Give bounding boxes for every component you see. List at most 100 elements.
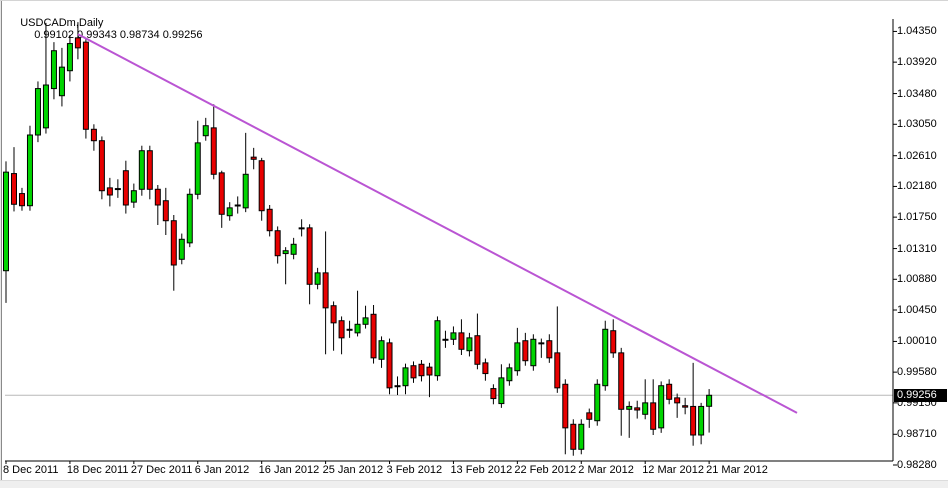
ohlc-quote-readout: 0.99102 0.99343 0.98734 0.99256 [34, 29, 203, 41]
date-axis-label: 13 Feb 2012 [450, 464, 513, 476]
bearish-candle [546, 340, 553, 359]
bullish-candle [658, 385, 665, 429]
bullish-candle [442, 338, 449, 341]
price-axis-label: 1.03050 [897, 118, 937, 131]
bullish-candle [362, 317, 369, 325]
bearish-candle [98, 140, 105, 192]
bullish-candle [50, 50, 57, 90]
price-axis-label: 1.00880 [897, 273, 937, 286]
date-axis-label: 3 Feb 2012 [386, 464, 443, 476]
bullish-candle [346, 328, 353, 331]
window-left-border [0, 1, 5, 488]
bullish-candle [186, 193, 193, 244]
bearish-candle [586, 412, 593, 420]
bearish-candle [210, 127, 217, 175]
bearish-candle [650, 402, 657, 430]
bearish-candle [490, 388, 497, 400]
bearish-candle [410, 365, 417, 379]
price-axis-label: 1.03920 [897, 56, 937, 69]
bearish-candle [154, 188, 161, 206]
date-axis-label: 16 Jan 2012 [258, 464, 320, 476]
bearish-candle [418, 363, 425, 377]
bearish-candle [482, 362, 489, 375]
bearish-candle [114, 188, 121, 191]
bearish-candle [666, 383, 673, 400]
bullish-candle [602, 328, 609, 387]
bullish-candle [282, 250, 289, 255]
date-axis-label: 21 Mar 2012 [706, 464, 768, 476]
bullish-candle [34, 88, 41, 136]
bullish-candle [58, 66, 65, 97]
bullish-candle [594, 383, 601, 422]
bullish-candle [178, 238, 185, 260]
bullish-candle [434, 320, 441, 377]
bearish-candle [82, 41, 89, 130]
bearish-candle [426, 366, 433, 376]
date-axis-label: 18 Dec 2011 [66, 464, 129, 476]
bullish-candle [514, 342, 521, 372]
date-axis-label: 2 Mar 2012 [578, 464, 634, 476]
bullish-candle [298, 227, 305, 230]
bearish-candle [458, 332, 465, 350]
bearish-candle [562, 383, 569, 429]
bullish-candle [314, 272, 321, 285]
bearish-candle [90, 128, 97, 142]
bullish-candle [530, 338, 537, 367]
bullish-candle [202, 125, 209, 137]
bullish-candle [42, 84, 49, 129]
descending-trendline[interactable] [77, 33, 798, 414]
bearish-candle [218, 172, 225, 215]
bearish-candle [18, 193, 25, 207]
bearish-candle [266, 208, 273, 232]
price-axis-label: 1.00010 [897, 335, 937, 348]
bearish-candle [162, 200, 169, 222]
bullish-candle [354, 323, 361, 334]
bearish-candle [274, 230, 281, 257]
bullish-candle [506, 367, 513, 382]
bullish-candle [234, 204, 241, 207]
bullish-candle [26, 134, 33, 207]
bullish-candle [194, 142, 201, 195]
bearish-candle [250, 156, 257, 160]
date-axis-label: 27 Dec 2011 [130, 464, 193, 476]
bullish-candle [450, 332, 457, 340]
date-axis-label: 22 Feb 2012 [514, 464, 577, 476]
bearish-candle [474, 335, 481, 365]
bullish-candle [138, 150, 145, 190]
bearish-candle [306, 227, 313, 285]
bullish-candle [242, 173, 249, 209]
price-axis-label: 1.01750 [897, 211, 937, 224]
date-axis-label: 25 Jan 2012 [322, 464, 384, 476]
bearish-candle [330, 305, 337, 324]
price-axis-label: 0.99580 [897, 366, 937, 379]
bullish-candle [706, 394, 713, 407]
bullish-candle [226, 207, 233, 217]
symbol-timeframe-label: USDCADm,Daily [20, 17, 104, 29]
bearish-candle [682, 405, 689, 408]
bearish-candle [690, 405, 697, 436]
bearish-candle [146, 150, 153, 190]
bullish-candle [290, 243, 297, 255]
price-axis-label: 1.04350 [897, 25, 937, 38]
price-axis-label: 1.03480 [897, 87, 937, 100]
bearish-candle [522, 340, 529, 362]
price-axis-label: 1.01310 [897, 242, 937, 255]
bearish-candle [258, 160, 265, 212]
bearish-candle [570, 423, 577, 450]
bullish-candle [3, 171, 9, 272]
bearish-candle [554, 352, 561, 389]
bullish-candle [466, 337, 473, 352]
bullish-candle [66, 43, 73, 72]
bullish-candle [498, 377, 505, 405]
bearish-candle [74, 37, 81, 49]
bullish-candle [642, 402, 649, 415]
price-axis-label: 0.98280 [897, 459, 937, 471]
bearish-candle [106, 187, 113, 196]
chart-title: USDCADm,Daily 0.99102 0.99343 0.98734 0.… [8, 5, 202, 41]
window-bottom-strip [0, 480, 948, 488]
price-axis-label: 1.00450 [897, 304, 937, 316]
price-axis-label: 0.98710 [897, 428, 937, 441]
bullish-candle [130, 190, 137, 203]
